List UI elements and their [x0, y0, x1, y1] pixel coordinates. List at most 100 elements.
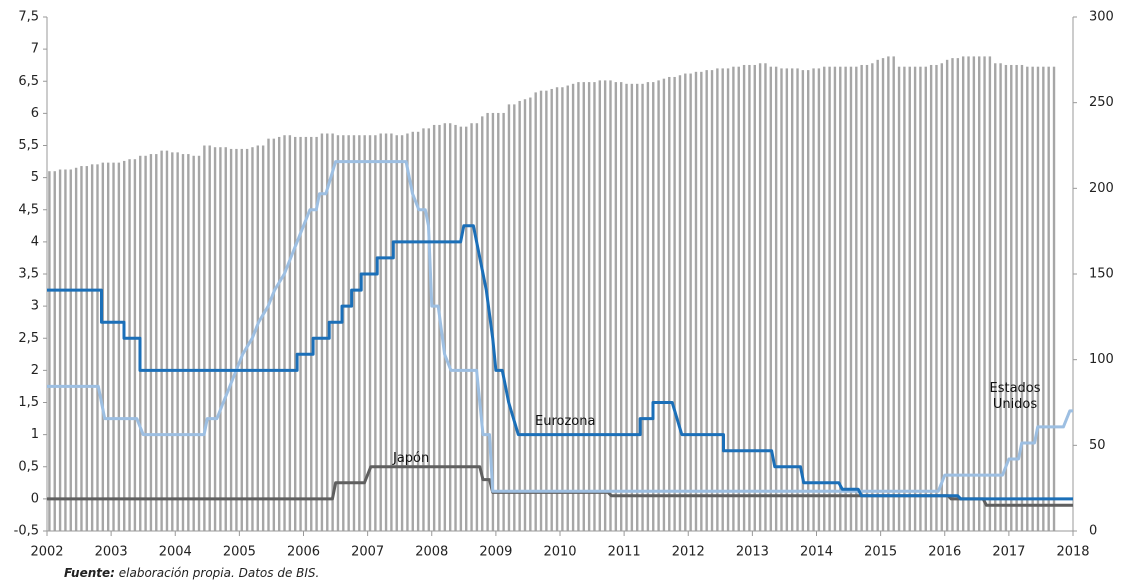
bar [240, 148, 243, 531]
bar [534, 92, 537, 532]
bar [860, 64, 863, 532]
y-tick-label: 6 [31, 106, 39, 121]
bar [507, 104, 511, 531]
bar [545, 90, 548, 531]
y-tick-label: 0,5 [18, 459, 39, 474]
bar [160, 150, 163, 531]
y-tick-label: 4,5 [18, 202, 39, 217]
x-tick-label: 2018 [1056, 545, 1089, 560]
bar [833, 66, 837, 531]
bar [994, 63, 997, 531]
bar [277, 136, 281, 531]
x-tick-label: 2007 [351, 545, 384, 560]
bar [582, 82, 585, 532]
bar [636, 83, 639, 531]
x-tick-label: 2014 [800, 545, 833, 560]
bar [432, 124, 436, 531]
x-tick-label: 2005 [223, 545, 256, 560]
x-tick-label: 2008 [415, 545, 448, 560]
bar [422, 128, 425, 531]
bar [978, 56, 981, 531]
bar [491, 112, 495, 532]
bar [379, 133, 382, 532]
bar [785, 68, 789, 532]
bar [106, 162, 110, 531]
bar [497, 112, 500, 532]
bar [769, 66, 773, 531]
bar [881, 58, 885, 532]
x-tick-label: 2002 [30, 545, 63, 560]
bar [892, 56, 895, 531]
y2-tick-label: 150 [1089, 267, 1114, 282]
bar [133, 159, 137, 531]
bar [598, 80, 602, 531]
bar [716, 68, 719, 532]
y-tick-label: 6,5 [18, 74, 39, 89]
bar [529, 97, 532, 531]
bar [481, 116, 484, 531]
bar [742, 64, 746, 532]
y-tick-label: 2 [31, 363, 39, 378]
bar [315, 136, 318, 531]
bar [171, 152, 174, 531]
bar [331, 133, 334, 532]
bar [342, 135, 345, 531]
bar [294, 136, 297, 531]
bar [812, 68, 815, 532]
bar [208, 145, 211, 531]
bar [865, 64, 869, 532]
bar [555, 87, 559, 531]
bar [1010, 64, 1013, 532]
label-estados-unidos: Estados Unidos [989, 381, 1041, 412]
bar [502, 112, 505, 532]
bar [550, 88, 553, 532]
y2-tick-label: 0 [1089, 524, 1097, 539]
bar [903, 66, 906, 531]
bar [961, 56, 965, 531]
x-tick-label: 2012 [672, 545, 705, 560]
bar [197, 155, 201, 531]
bar [192, 155, 195, 531]
bar [929, 64, 933, 532]
bar [74, 167, 78, 532]
bar [668, 76, 671, 531]
bar [155, 154, 158, 532]
bar [758, 63, 762, 531]
bar [839, 66, 842, 531]
bar [304, 136, 308, 531]
bar [1004, 64, 1008, 532]
bar [475, 123, 479, 531]
x-tick-label: 2009 [479, 545, 512, 560]
bar [1020, 64, 1024, 532]
bar [967, 56, 970, 531]
bar [609, 80, 612, 531]
x-tick-label: 2004 [159, 545, 192, 560]
bar [181, 154, 185, 532]
bar [272, 138, 276, 531]
bar [652, 82, 655, 532]
bar [288, 135, 292, 531]
bar [625, 83, 628, 531]
bar [641, 83, 644, 531]
bar [416, 131, 420, 531]
bar [1031, 66, 1034, 531]
bar [539, 90, 543, 531]
bar [203, 145, 206, 531]
bar [470, 123, 473, 531]
bar [256, 145, 260, 531]
bar [310, 136, 313, 531]
bar [90, 164, 94, 531]
bar [924, 66, 927, 531]
y-tick-label: 1 [31, 427, 39, 442]
x-tick-label: 2003 [95, 545, 128, 560]
bar [774, 66, 778, 531]
line-series [47, 224, 1073, 501]
bar [673, 76, 676, 531]
bar [972, 56, 976, 531]
y-tick-label: 3 [31, 299, 39, 314]
y-tick-label: 1,5 [18, 395, 39, 410]
line-series [47, 465, 1073, 507]
bar [117, 162, 121, 531]
bar [897, 66, 901, 531]
